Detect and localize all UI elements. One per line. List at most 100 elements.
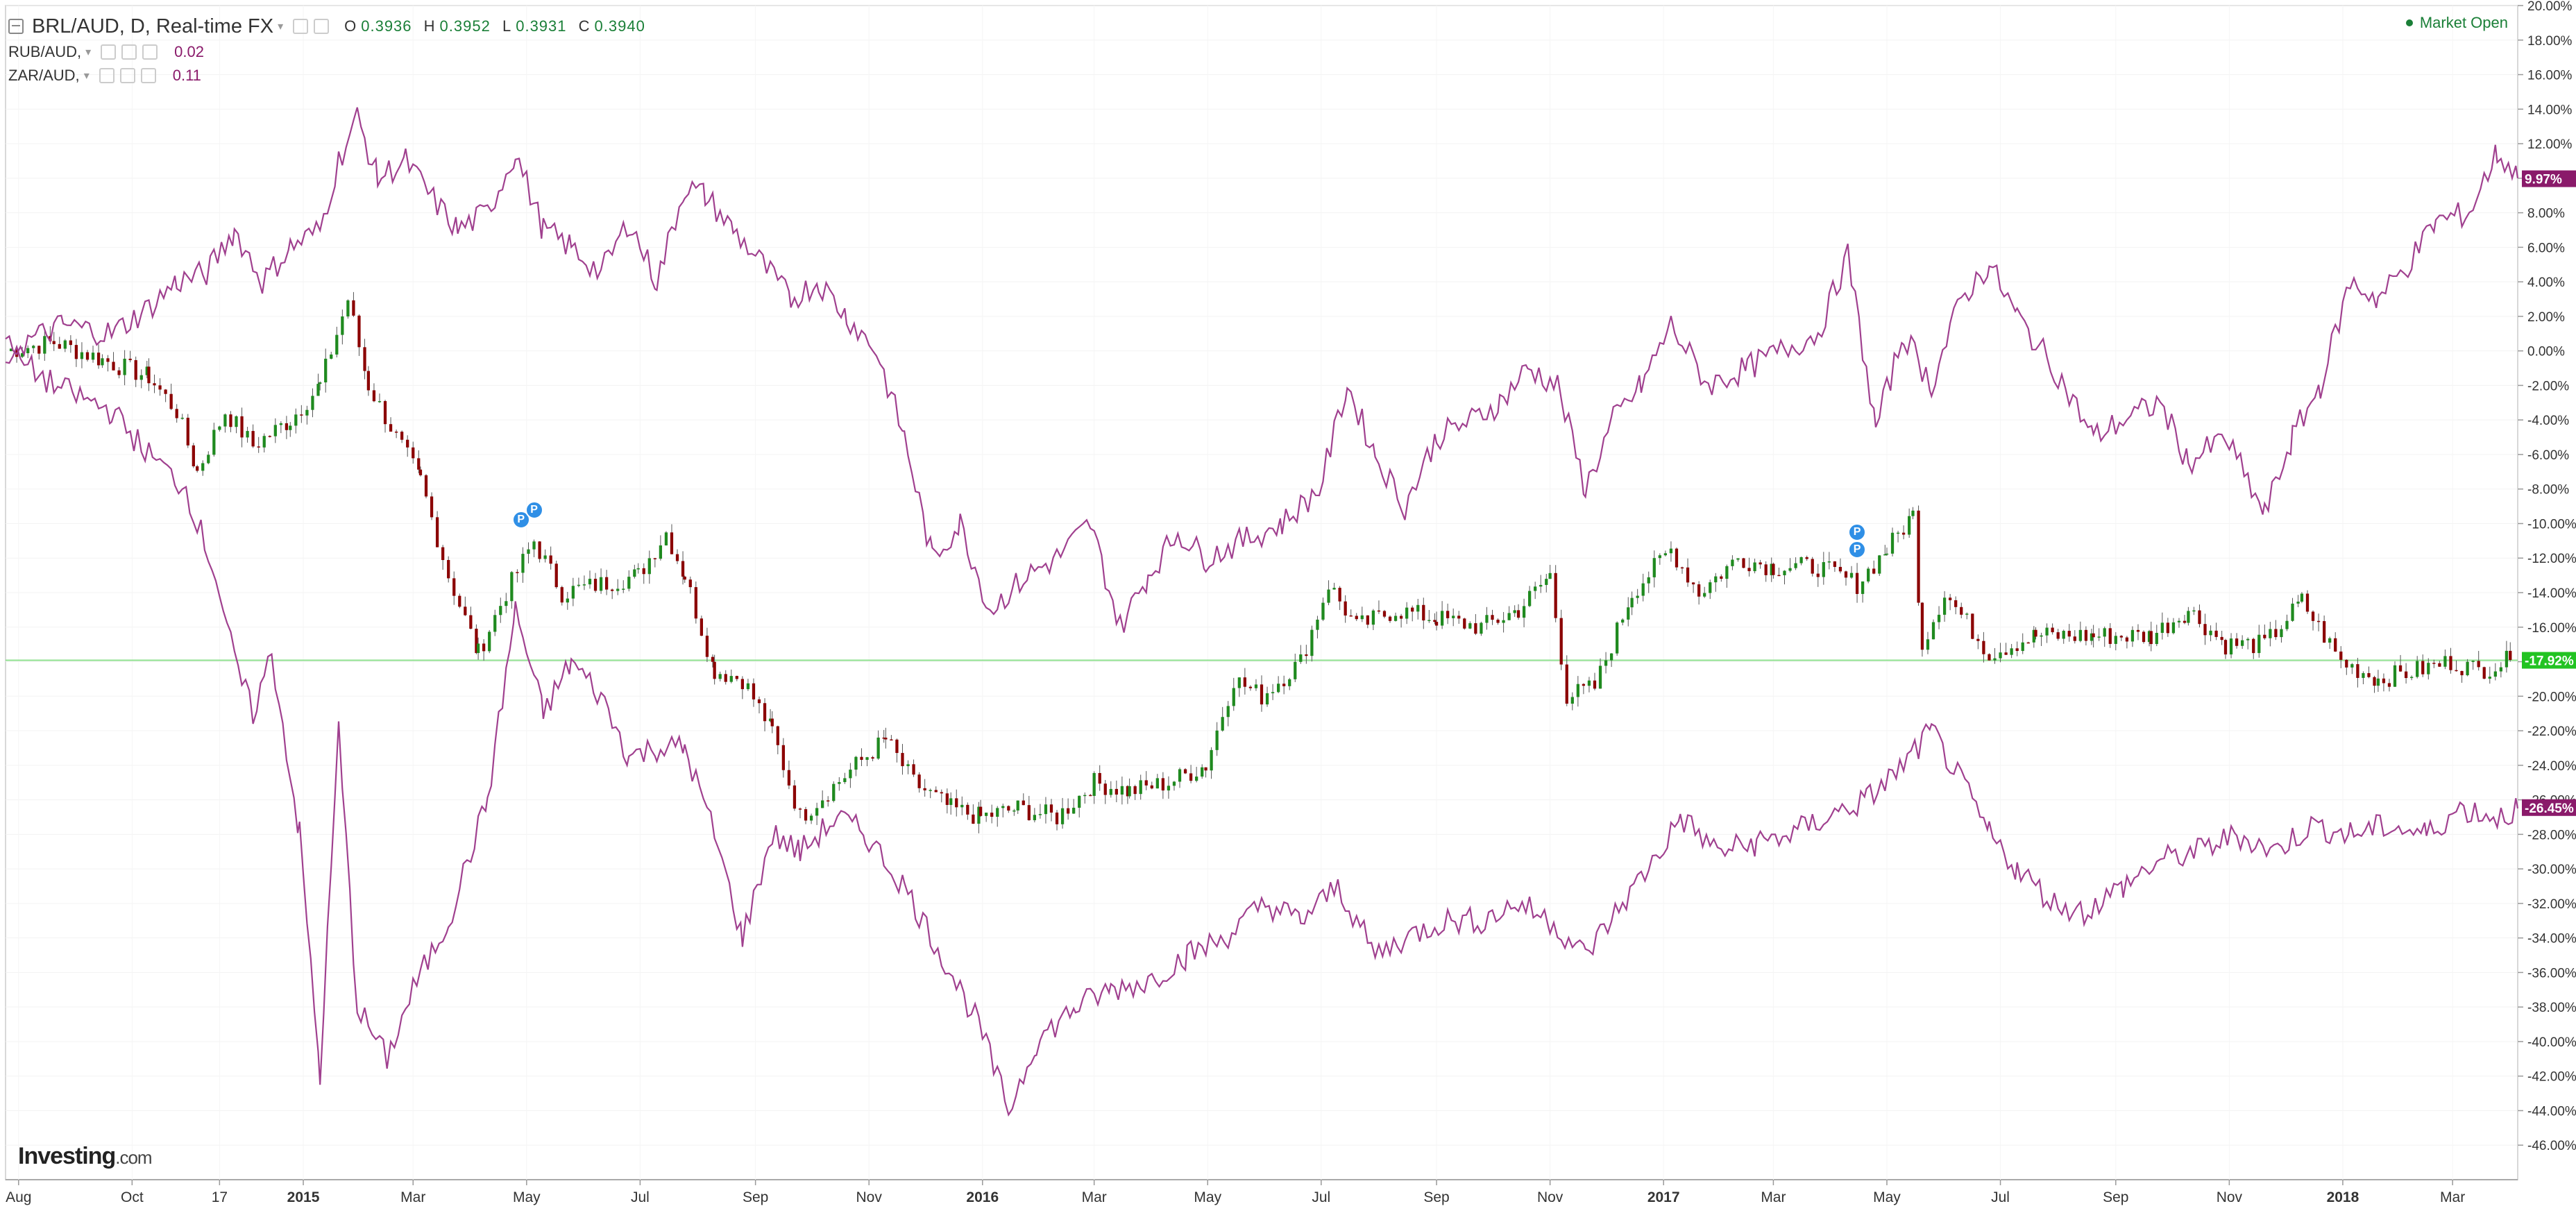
hide-icon[interactable] (314, 19, 330, 34)
candle-body (273, 425, 277, 436)
candle-body (1663, 553, 1668, 556)
chevron-down-icon[interactable]: ▾ (83, 70, 90, 82)
candle-body (1976, 638, 1980, 641)
candle-body (2367, 673, 2371, 677)
candle-body (1237, 677, 1241, 688)
settings-icon[interactable] (101, 44, 117, 60)
candle-body (458, 595, 461, 607)
collapse-legend-button[interactable] (8, 19, 24, 34)
candle-body (711, 656, 715, 662)
event-marker-pin[interactable]: P (1848, 523, 1867, 541)
candle-body (2062, 631, 2065, 639)
candle-body (1885, 553, 1889, 555)
candle-body (1816, 573, 1820, 577)
comparison-value-zar: 0.11 (172, 67, 201, 84)
candle-body (1548, 572, 1552, 579)
candle-body (1248, 686, 1253, 688)
y-tick-label: -22.00% (2527, 724, 2576, 739)
candle-body (1844, 571, 1848, 578)
candle-body (1604, 660, 1608, 666)
candle-body (1001, 806, 1005, 808)
candle-body (1811, 559, 1814, 574)
ohlc-close-key: C (578, 17, 591, 35)
close-icon[interactable] (140, 68, 156, 83)
candle-body (996, 808, 999, 817)
candle-body (2477, 661, 2480, 668)
candle-body (2119, 636, 2123, 638)
candle-body (1089, 795, 1092, 797)
candle-body (417, 458, 421, 470)
candle-body (2362, 673, 2365, 678)
candle-body (735, 676, 738, 679)
candle-body (611, 589, 614, 591)
candle-body (186, 417, 189, 446)
candle-body (2257, 634, 2261, 654)
candle-body (406, 439, 409, 448)
settings-icon[interactable] (99, 68, 115, 83)
candle-body (2056, 632, 2060, 639)
candle-body (2356, 664, 2359, 678)
chevron-down-icon[interactable]: ▾ (278, 21, 284, 33)
candle-body (424, 475, 428, 497)
candle-body (2466, 661, 2469, 676)
candle-body (1593, 680, 1597, 689)
candle-body (2345, 659, 2348, 668)
candle-body (1502, 620, 1505, 623)
close-icon[interactable] (142, 44, 158, 60)
candle-body (1066, 808, 1070, 814)
event-marker-pin[interactable]: P (511, 511, 530, 529)
candle-body (960, 804, 964, 808)
candle-body (316, 384, 320, 396)
candle-body (633, 569, 636, 577)
hide-icon[interactable] (119, 68, 135, 83)
candle-body (1720, 576, 1723, 579)
main-symbol[interactable]: BRL/AUD, D, Real-time FX (32, 15, 274, 37)
hide-icon[interactable] (121, 44, 137, 60)
x-tick-label: May (1194, 1189, 1221, 1205)
candle-body (447, 560, 450, 579)
candle-body (1232, 688, 1235, 706)
candle-body (1288, 679, 1291, 686)
candle-body (2171, 622, 2176, 634)
event-marker-pin[interactable]: P (1848, 540, 1867, 559)
candle-body (2398, 665, 2403, 672)
y-tick-label: 8.00% (2527, 207, 2565, 221)
candle-body (1772, 563, 1775, 575)
comparison-symbol-zar[interactable]: ZAR/AUD, (8, 67, 80, 84)
candle-body (91, 353, 95, 360)
candle-body (394, 431, 398, 433)
candle-body (400, 432, 404, 440)
candle-body (627, 577, 631, 589)
candle-body (2443, 656, 2447, 667)
candle-body (1072, 808, 1076, 814)
y-tick-label: -14.00% (2527, 586, 2576, 601)
candle-body (134, 359, 137, 380)
candle-body (2328, 638, 2332, 643)
comparison-symbol-rub[interactable]: RUB/AUD, (8, 43, 82, 60)
candle-body (1243, 677, 1246, 687)
candle-body (1890, 532, 1895, 554)
candle-body (2032, 629, 2035, 643)
candle-body (560, 587, 564, 603)
candle-body (2040, 635, 2043, 637)
candle-body (1539, 584, 1543, 587)
candle-body (549, 555, 552, 564)
chevron-down-icon[interactable]: ▾ (85, 46, 92, 58)
candle-body (305, 409, 309, 416)
candle-body (330, 354, 333, 359)
candle-body (2334, 638, 2337, 652)
candle-body (1896, 532, 1900, 534)
candle-body (123, 358, 126, 375)
settings-icon[interactable] (293, 19, 309, 34)
candle-body (1565, 664, 1568, 704)
candle-body (2147, 631, 2151, 643)
candle-body (1049, 804, 1053, 813)
ohlc-values: O 0.3936 H 0.3952 L 0.3931 C 0.3940 (344, 17, 652, 35)
candle-body (1485, 615, 1489, 623)
candle-body (1399, 616, 1403, 619)
event-marker-pin[interactable]: P (525, 500, 543, 519)
candle-body (1805, 557, 1808, 559)
candle-body (2004, 652, 2008, 655)
